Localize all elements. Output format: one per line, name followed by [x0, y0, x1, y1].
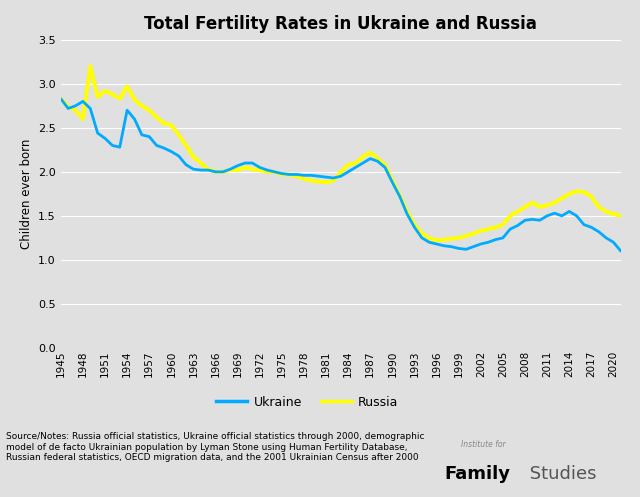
Text: Institute for: Institute for — [461, 440, 506, 449]
Ukraine — [285, 171, 293, 177]
Russia — [175, 132, 182, 138]
Legend: Ukraine, Russia: Ukraine, Russia — [211, 391, 403, 414]
Ukraine — [57, 96, 65, 102]
Russia — [248, 166, 256, 172]
Ukraine — [367, 156, 374, 162]
Title: Total Fertility Rates in Ukraine and Russia: Total Fertility Rates in Ukraine and Rus… — [145, 14, 537, 33]
Line: Russia: Russia — [61, 66, 621, 241]
Russia — [374, 156, 381, 162]
Russia — [292, 173, 300, 179]
Y-axis label: Children ever born: Children ever born — [20, 139, 33, 249]
Text: Source/Notes: Russia official statistics, Ukraine official statistics through 20: Source/Notes: Russia official statistics… — [6, 432, 425, 462]
Russia — [617, 213, 625, 219]
Russia — [433, 238, 440, 244]
Text: Family: Family — [445, 465, 511, 483]
Russia — [256, 167, 264, 173]
Russia — [86, 63, 94, 69]
Russia — [57, 96, 65, 102]
Text: Studies: Studies — [524, 465, 596, 483]
Line: Ukraine: Ukraine — [61, 99, 621, 251]
Ukraine — [617, 248, 625, 254]
Ukraine — [168, 149, 175, 155]
Ukraine — [248, 160, 256, 166]
Ukraine — [300, 172, 308, 178]
Ukraine — [241, 160, 249, 166]
Russia — [307, 177, 315, 183]
